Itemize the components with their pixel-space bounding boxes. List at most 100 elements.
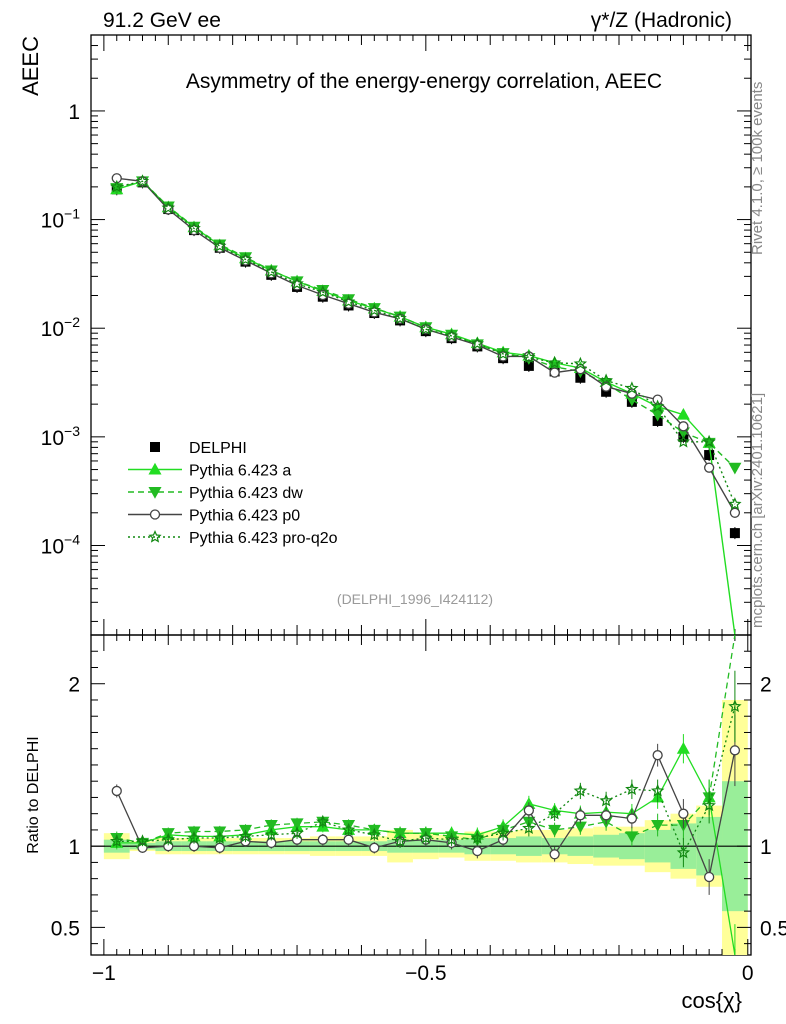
ratio-point [600, 810, 612, 821]
mcplots-label: mcplots.cern.ch [arXiv:2401.10621] [749, 393, 766, 628]
legend: DELPHI Pythia 6.423 a Pythia 6.423 dw Pythi… [128, 440, 338, 547]
rivet-label: Rivet 4.1.0, ≥ 100k events [749, 82, 766, 255]
y-tick-label-main: 10−1 [41, 206, 81, 233]
data-point [547, 355, 562, 369]
data-point [109, 179, 124, 193]
ratio-point [549, 849, 560, 860]
y-tick-label-ratio-right: 1 [760, 836, 772, 859]
data-point [470, 336, 485, 350]
ratio-point [548, 824, 562, 837]
data-point [729, 528, 740, 539]
y-tick-label-ratio-right: 2 [760, 674, 772, 697]
data-point [652, 394, 663, 405]
data-point [575, 363, 586, 375]
data-point [625, 381, 639, 394]
main-title: Asymmetry of the energy-energy correlati… [186, 70, 662, 93]
data-point [419, 322, 433, 335]
data-point [728, 462, 742, 475]
ratio-plot-frame [90, 634, 752, 956]
ratio-point [444, 832, 459, 846]
data-point [367, 303, 381, 317]
data-point [601, 386, 612, 397]
ratio-point [678, 808, 689, 819]
ratio-point [573, 783, 588, 797]
ratio-series-pythia-6-423-dw [110, 634, 736, 850]
y-tick-label-main: 1 [68, 101, 80, 124]
data-point [703, 462, 715, 473]
data-point [341, 294, 356, 308]
ratio-point [214, 842, 225, 853]
data-point [264, 264, 279, 278]
ratio-point [264, 820, 278, 832]
data-point [496, 346, 510, 360]
ratio-point [393, 834, 407, 847]
data-point [573, 356, 588, 370]
energy-label: 91.2 GeV ee [103, 9, 221, 32]
process-label: γ*/Z (Hadronic) [591, 9, 732, 32]
ratio-line [116, 634, 736, 844]
ratio-point [651, 820, 665, 832]
ratio-point [343, 834, 354, 845]
ratio-ylabel: Ratio to DELPHI [25, 736, 42, 853]
data-point [729, 507, 741, 518]
ratio-point [393, 828, 407, 840]
ratio-point [161, 832, 176, 846]
data-point [549, 367, 560, 378]
data-point [187, 221, 201, 235]
ratio-point [369, 842, 380, 853]
ratio-point [523, 805, 535, 816]
legend-item: Pythia 6.423 dw [128, 485, 303, 502]
ratio-point [470, 830, 485, 844]
ratio-point [575, 810, 586, 821]
data-point [704, 450, 715, 461]
ratio-point [290, 826, 304, 839]
data-point [728, 497, 742, 510]
ratio-point [367, 827, 381, 841]
data-point [213, 239, 227, 252]
data-point [650, 399, 665, 413]
series-line [116, 180, 736, 505]
ratio-point [472, 845, 483, 857]
ratio-point [676, 741, 690, 754]
x-tick-label: −1 [92, 962, 116, 985]
series-pythia-6-423-pro-q2o [109, 174, 742, 510]
legend-marker [148, 462, 162, 475]
series-line [116, 180, 736, 636]
data-point [599, 373, 613, 387]
legend-marker [150, 442, 160, 452]
y-tick-label-ratio: 2 [68, 674, 80, 697]
legend-item: DELPHI [150, 440, 247, 457]
legend-label: Pythia 6.423 p0 [189, 508, 300, 525]
legend-item: Pythia 6.423 a [128, 463, 291, 480]
data-point [290, 276, 304, 290]
x-tick-label: −0.5 [405, 962, 446, 985]
data-point [523, 360, 534, 371]
ratio-point [625, 831, 639, 844]
ratio-series-pythia-6-423-pro-q2o [110, 670, 742, 868]
data-point [676, 434, 691, 448]
ratio-point [703, 871, 715, 883]
ratio-point [676, 845, 691, 859]
y-tick-label-ratio: 0.5 [51, 917, 80, 940]
data-point [393, 311, 407, 325]
data-point [444, 328, 459, 342]
legend-marker [149, 509, 161, 520]
legend-label: DELPHI [189, 440, 247, 457]
y-tick-label-main: 10−3 [41, 423, 81, 450]
ratio-point [419, 830, 433, 844]
ratio-point [238, 829, 253, 843]
ratio-point [522, 821, 536, 834]
ratio-point [729, 745, 741, 756]
data-point [676, 407, 690, 420]
y-tick-label-ratio: 1 [68, 836, 80, 859]
y-tick-label-main: 10−2 [41, 314, 81, 341]
analysis-tag: (DELPHI_1996_I424112) [337, 591, 493, 607]
legend-label: Pythia 6.423 dw [189, 485, 303, 502]
x-tick-label: 0 [742, 962, 754, 985]
ratio-point [135, 834, 150, 847]
main-ylabel: AEEC [18, 36, 43, 96]
data-point [651, 409, 665, 422]
legend-label: Pythia 6.423 pro-q2o [189, 530, 338, 547]
legend-item: Pythia 6.423 p0 [128, 508, 300, 525]
